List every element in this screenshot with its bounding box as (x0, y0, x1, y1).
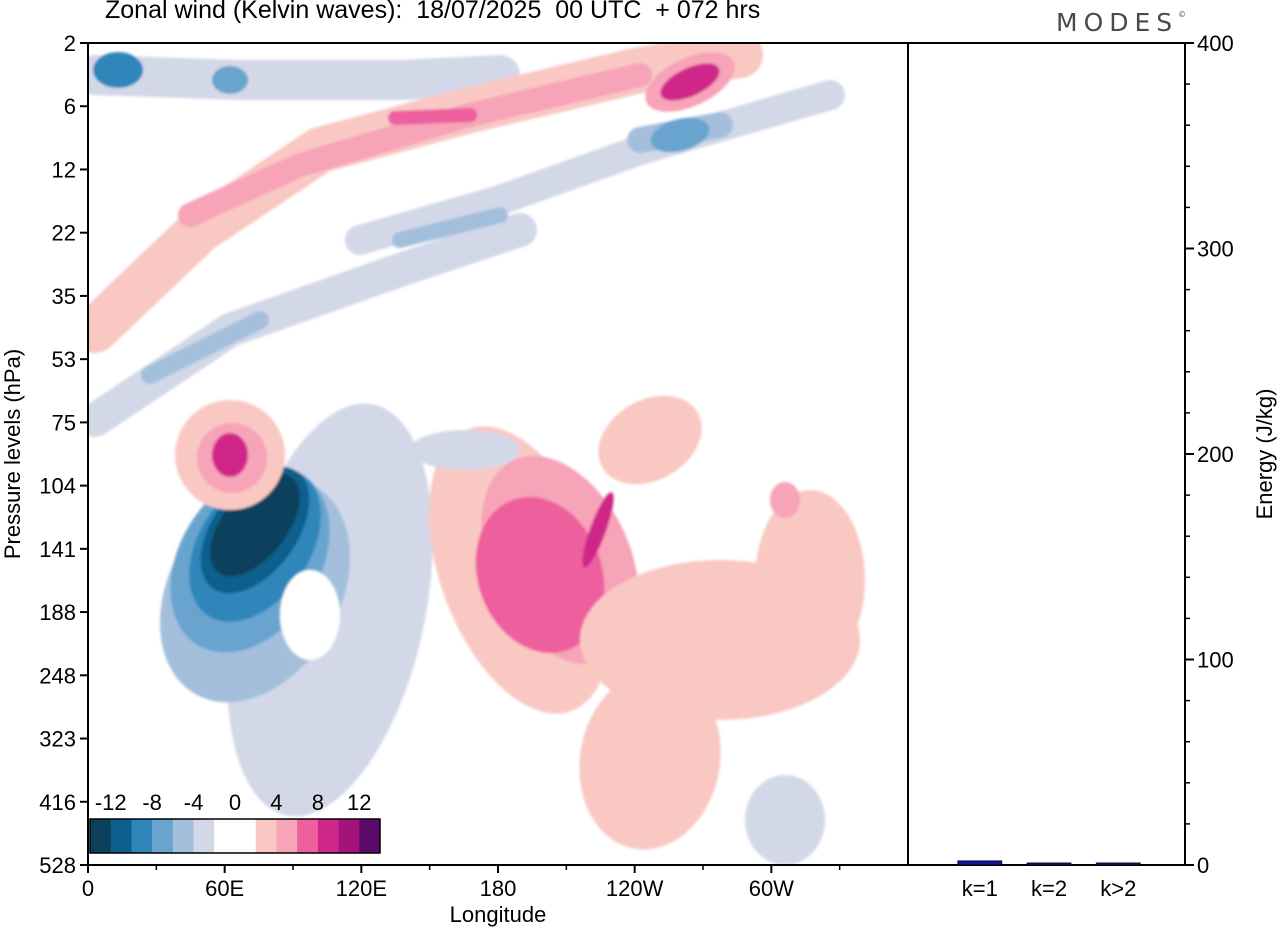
x-tick-label: 120W (606, 876, 664, 901)
y-axis: 2 6 12 22 35 53 75 104 141 188 248 323 416 528 (39, 31, 88, 878)
energy-category-label: k=2 (1031, 876, 1067, 901)
colorbar-label: -4 (184, 790, 204, 815)
colorbar-swatch (255, 819, 277, 853)
easterly-patch (410, 430, 520, 470)
x-tick-label: 60W (749, 876, 794, 901)
y-tick-label: 35 (52, 284, 76, 309)
easterly-band-core (141, 311, 269, 384)
x-tick-label: 120E (336, 876, 387, 901)
energy-tick-label: 100 (1197, 648, 1234, 673)
energy-axis: 0 100 200 300 400 (1185, 31, 1234, 878)
y-tick-label: 12 (52, 157, 76, 182)
x-axis: 0 60E 120E 180 120W 60W (82, 865, 841, 901)
colorbar-label: 4 (270, 790, 282, 815)
energy-tick-label: 400 (1197, 31, 1234, 56)
x-tick-label: 60E (205, 876, 244, 901)
colorbar-swatch (276, 819, 298, 853)
westerly-top-core (660, 63, 720, 101)
brand-logo: MODES© (1056, 8, 1186, 37)
colorbar-frame (89, 818, 381, 854)
westerly-upper-core (212, 433, 248, 477)
energy-tick-label: 200 (1197, 442, 1234, 467)
y-tick-label: 141 (39, 537, 76, 562)
y-tick-label: 22 (52, 221, 76, 246)
westerly-band-core (178, 63, 652, 227)
colorbar-swatch (359, 819, 381, 853)
colorbar-label: -12 (95, 790, 127, 815)
colorbar-swatch (338, 819, 360, 853)
colorbar-label: 12 (347, 790, 371, 815)
colorbar-swatch (297, 819, 319, 853)
westerly-lower-patch (579, 670, 721, 850)
x-tick-label: 0 (82, 876, 94, 901)
colorbar-labels: -12 -8 -4 0 4 8 12 (95, 790, 372, 815)
colorbar-swatch (235, 819, 257, 853)
y-axis-label: Pressure levels (hPa) (0, 349, 25, 559)
energy-bar (1095, 862, 1141, 866)
y-tick-label: 53 (52, 347, 76, 372)
colorbar (89, 818, 381, 854)
colorbar-label: 8 (312, 790, 324, 815)
easterly-top (212, 66, 248, 94)
energy-tick-label: 300 (1197, 237, 1234, 262)
y-tick-label: 6 (64, 94, 76, 119)
energy-bars: k=1 k=2 k>2 (957, 860, 1141, 901)
colorbar-label: -8 (142, 790, 162, 815)
x-axis-label: Longitude (450, 902, 547, 927)
westerly-patch-core (770, 482, 800, 518)
easterly-band (88, 55, 520, 100)
x-tick-label: 180 (480, 876, 517, 901)
easterly-top (93, 52, 143, 88)
y-tick-label: 188 (39, 600, 76, 625)
colorbar-swatch (193, 819, 215, 853)
westerly-core (582, 492, 614, 568)
wind-field (88, 43, 865, 865)
colorbar-label: 0 (229, 790, 241, 815)
colorbar-swatch (110, 819, 132, 853)
easterly-top (650, 117, 710, 153)
y-tick-label: 528 (39, 853, 76, 878)
energy-axis-label: Energy (J/kg) (1252, 389, 1277, 520)
westerly-shell (475, 496, 605, 654)
westerly-band-inner (388, 108, 477, 125)
easterly-band (345, 80, 845, 255)
colorbar-swatch (214, 819, 236, 853)
easterly-patch (745, 775, 825, 865)
energy-bar (1026, 862, 1072, 866)
colorbar-swatch (172, 819, 194, 853)
colorbar-swatch (152, 819, 174, 853)
y-tick-label: 104 (39, 474, 76, 499)
calm-pocket (280, 570, 340, 660)
westerly-extension (598, 395, 702, 485)
westerly-patch (755, 490, 865, 670)
easterly-band-core (392, 207, 508, 248)
brand-mark: © (1178, 10, 1187, 19)
y-tick-label: 416 (39, 790, 76, 815)
y-tick-label: 248 (39, 663, 76, 688)
y-tick-label: 75 (52, 410, 76, 435)
brand-name: MODES (1056, 8, 1179, 37)
colorbar-swatch (131, 819, 153, 853)
energy-tick-label: 0 (1197, 853, 1209, 878)
energy-category-label: k>2 (1100, 876, 1136, 901)
easterly-core (210, 473, 300, 577)
colorbar-swatch (317, 819, 339, 853)
y-tick-label: 323 (39, 727, 76, 752)
y-tick-label: 2 (64, 31, 76, 56)
energy-bar (957, 860, 1003, 866)
colorbar-swatch (90, 819, 112, 853)
chart-title: Zonal wind (Kelvin waves): 18/07/2025 00… (105, 0, 761, 24)
energy-category-label: k=1 (962, 876, 998, 901)
